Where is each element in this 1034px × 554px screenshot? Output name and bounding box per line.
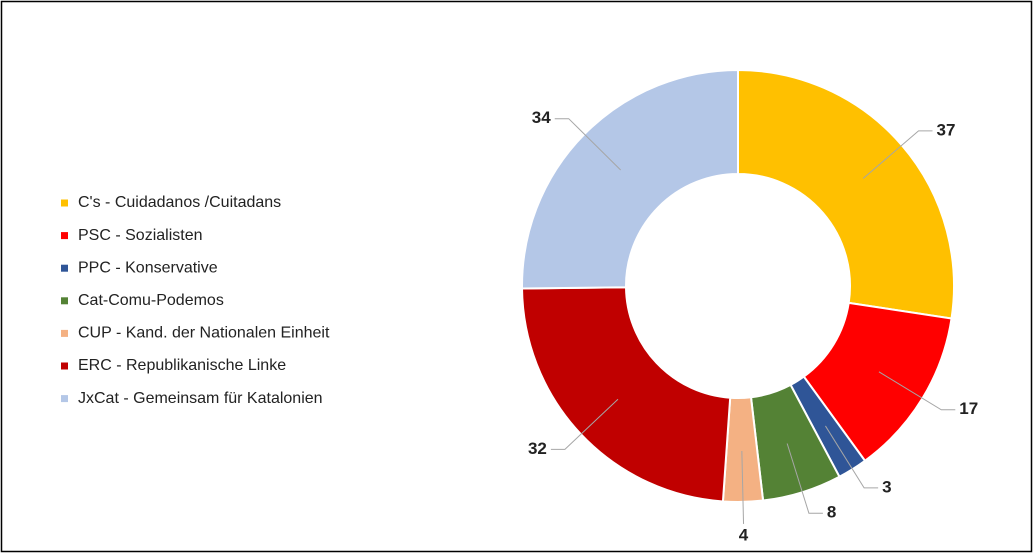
legend-swatch (61, 297, 68, 305)
legend-label: PPC - Konservative (78, 259, 218, 276)
data-label: 17 (959, 399, 978, 418)
legend-label: CUP - Kand. der Nationalen Einheit (78, 325, 330, 342)
legend-label: PSC - Sozialisten (78, 227, 203, 244)
legend-swatch (61, 395, 68, 403)
legend-swatch (61, 362, 68, 370)
legend-swatch (61, 199, 68, 207)
donut-slice (521, 68, 739, 290)
data-label: 4 (739, 525, 749, 544)
data-label: 32 (528, 439, 547, 458)
legend-label: C's - Cuidadanos /Cuitadans (78, 194, 281, 211)
legend-label: Cat-Comu-Podemos (78, 292, 224, 309)
legend-swatch (61, 329, 68, 337)
leader-line (878, 371, 956, 411)
legend-swatch (61, 232, 68, 240)
leader-line (786, 443, 823, 514)
leader-line (550, 398, 619, 450)
legend-label: ERC - Republikanische Linke (78, 357, 286, 374)
data-label: 37 (937, 120, 956, 139)
legend-swatch (61, 264, 68, 272)
leader-line (862, 130, 933, 179)
legend-label: JxCat - Gemeinsam für Katalonien (78, 390, 323, 407)
leader-line (741, 450, 745, 524)
data-label: 34 (532, 108, 551, 127)
donut-slice (737, 68, 955, 320)
leader-line (554, 118, 622, 171)
data-label: 8 (827, 503, 836, 522)
data-label: 3 (882, 477, 891, 496)
donut-slice (521, 286, 732, 503)
leader-line (825, 425, 879, 489)
